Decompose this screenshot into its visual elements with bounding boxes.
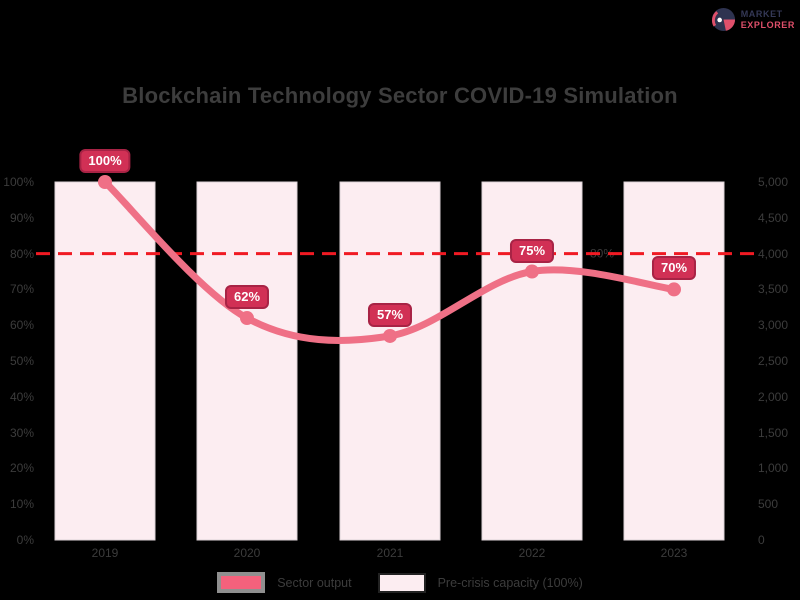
legend-label-line-series: Sector output [277,575,352,590]
x-axis-label-2022: 2022 [518,546,546,560]
legend-swatch-bar-series [377,572,426,593]
data-point-2019 [98,175,112,189]
y-axis-left-tick: 0% [16,533,34,547]
x-axis-label-2021: 2021 [376,546,404,560]
y-axis-right-tick: 1,000 [758,461,789,476]
x-axis-label-2020: 2020 [233,546,261,560]
y-axis-left-tick: 80% [9,246,34,261]
y-axis-right-tick: 3,000 [758,318,789,333]
data-point-2022 [525,264,539,279]
data-label-badge-2023: 70% [651,256,697,281]
bar-2023 [623,181,725,541]
data-point-2021 [383,328,397,343]
y-axis-left-tick: 70% [9,282,34,297]
data-label-badge-2022: 75% [509,238,555,263]
bar-2021 [339,181,441,541]
y-axis-right-tick: 2,000 [758,389,789,404]
data-point-2020 [240,311,254,326]
y-axis-right-tick: 2,500 [758,354,789,368]
logo-text-line1: MARKET [740,8,783,19]
y-axis-right-tick: 0 [758,533,765,547]
y-axis-right-tick: 4,000 [758,246,789,261]
y-axis-left-tick: 60% [9,318,34,333]
bar-2019 [54,181,156,541]
y-axis-left-tick: 30% [9,425,34,440]
data-label-badge-2019: 100% [79,149,131,173]
y-axis-left-tick: 40% [9,389,34,404]
y-axis-left-tick: 50% [9,354,34,368]
threshold-value-label: 80% [590,247,614,261]
chart-title: Blockchain Technology Sector COVID-19 Si… [122,83,678,108]
data-label-badge-2021: 57% [367,302,413,327]
y-axis-left-tick: 10% [9,497,34,512]
pie-chart-logo-icon [711,7,735,32]
y-axis-right-tick: 1,500 [758,425,789,440]
y-axis-right-tick: 3,500 [758,282,789,297]
y-axis-right-tick: 500 [758,497,779,512]
data-point-2023 [667,282,681,297]
brand-logo: MARKET EXPLORER [711,7,795,32]
y-axis-right-tick: 5,000 [758,175,789,189]
legend: Sector output Pre-crisis capacity (100%) [0,572,800,593]
logo-text: MARKET EXPLORER [741,9,795,31]
bar-2022 [481,181,583,541]
y-axis-right-tick: 4,500 [758,210,789,225]
data-label-badge-2020: 62% [224,285,270,310]
y-axis-left-tick: 100% [3,175,34,189]
y-axis-left-tick: 90% [9,210,34,225]
legend-swatch-line-series [217,572,266,593]
legend-label-bar-series: Pre-crisis capacity (100%) [437,575,583,590]
x-axis-label-2023: 2023 [660,546,688,560]
y-axis-left-tick: 20% [9,461,34,476]
x-axis-label-2019: 2019 [91,546,119,560]
bar-2020 [196,181,298,541]
logo-text-line2: EXPLORER [740,19,795,30]
